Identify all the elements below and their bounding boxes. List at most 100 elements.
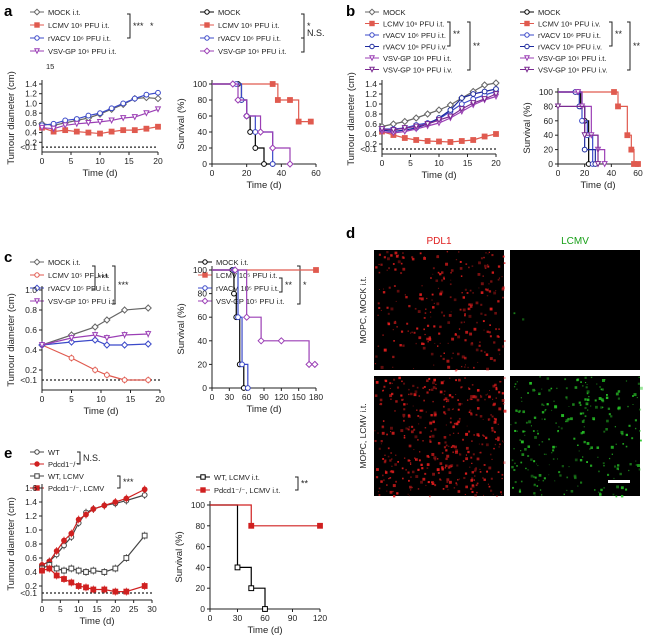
speckle — [554, 404, 557, 408]
data-point — [91, 323, 99, 331]
speckle — [448, 480, 452, 484]
speckle — [628, 469, 630, 472]
speckle — [487, 265, 490, 268]
speckle — [395, 454, 397, 456]
speckle — [426, 337, 429, 341]
speckle — [491, 458, 493, 460]
speckle — [395, 255, 399, 258]
speckle — [424, 312, 427, 314]
data-point — [202, 285, 208, 291]
stat-c-3: ** — [279, 277, 293, 293]
speckle — [503, 262, 506, 264]
speckle — [490, 477, 493, 480]
speckle — [413, 393, 415, 395]
speckle — [485, 252, 487, 254]
speckle — [628, 424, 631, 427]
speckle — [391, 470, 395, 474]
speckle — [513, 312, 516, 315]
speckle — [428, 336, 431, 339]
data-point — [33, 258, 41, 266]
speckle — [455, 258, 458, 261]
speckle — [465, 454, 467, 456]
speckle — [572, 403, 575, 406]
chart-c-survival: 0 30 60 90 120 150 180 0 20 40 60 80 100 Time (d) Surv… — [176, 265, 323, 415]
speckle — [583, 440, 586, 444]
speckle — [500, 381, 502, 383]
speckle — [393, 378, 396, 381]
speckle — [437, 287, 440, 289]
speckle — [419, 293, 422, 296]
column-title-pdl1: PDL1 — [426, 236, 451, 247]
speckle — [488, 395, 491, 399]
speckle — [405, 295, 408, 299]
speckle — [492, 384, 496, 388]
legend-entry: LCMV 10⁶ PFU i.t. — [383, 20, 444, 29]
speckle — [430, 352, 434, 356]
data-point — [50, 120, 57, 127]
speckle — [498, 328, 500, 330]
speckle — [421, 467, 424, 470]
speckle — [375, 266, 378, 269]
speckle — [584, 398, 587, 401]
speckle — [393, 340, 395, 342]
speckle — [417, 488, 420, 490]
stat-b-1: ** — [447, 21, 461, 47]
speckle — [538, 479, 540, 481]
speckle — [605, 396, 609, 400]
data-point — [274, 97, 281, 103]
speckle — [447, 466, 451, 469]
data-point — [83, 511, 89, 518]
speckle — [464, 314, 466, 317]
speckle — [389, 382, 392, 385]
legend-entry: rVACV 10⁶ PFU i.t. — [383, 31, 446, 40]
speckle — [568, 406, 570, 408]
speckle — [417, 415, 420, 417]
speckle — [632, 395, 634, 397]
speckle — [495, 386, 498, 389]
speckle — [599, 492, 601, 494]
significance-bracket — [467, 21, 471, 71]
data-point — [256, 128, 265, 136]
speckle — [403, 435, 406, 437]
speckle — [443, 398, 446, 401]
speckle — [415, 475, 419, 478]
y-tick-label: 0 — [202, 159, 207, 169]
data-point — [493, 86, 499, 92]
legend-b-right: MOCK LCMV 10⁶ PFU i.v. rVACV 10⁶ PFU i.t. r… — [520, 8, 608, 75]
speckle — [486, 393, 489, 395]
y-tick-label: 0.6 — [25, 553, 37, 563]
speckle — [388, 477, 390, 480]
y-tick-label: 1.0 — [25, 98, 37, 108]
speckle — [474, 494, 477, 497]
speckle — [534, 476, 537, 479]
data-point — [53, 565, 60, 572]
speckle — [410, 476, 412, 478]
speckle — [468, 411, 471, 414]
data-point — [91, 332, 99, 339]
speckle — [439, 292, 443, 296]
data-point — [481, 133, 488, 140]
series-1 — [39, 123, 161, 137]
series-2 — [212, 81, 276, 167]
speckle — [603, 430, 606, 433]
speckle — [532, 430, 535, 432]
speckle — [610, 415, 613, 418]
speckle — [410, 430, 414, 434]
panel-label-a: a — [4, 3, 13, 20]
speckle — [511, 459, 514, 462]
speckle — [475, 348, 479, 352]
y-tick-label: 0.2 — [365, 139, 377, 149]
data-point — [435, 117, 443, 124]
speckle — [578, 401, 581, 404]
speckle — [402, 413, 406, 417]
speckle — [639, 429, 641, 432]
speckle — [520, 480, 523, 483]
speckle — [407, 415, 411, 418]
chart-b-tumour: 0 5 10 15 20 0.20.40.60.81.01.21.4 <0.1 Time (d… — [346, 72, 501, 181]
row-title: MOPC, LCMV i.t. — [358, 403, 368, 468]
speckle — [411, 256, 414, 259]
speckle — [497, 438, 500, 442]
x-tick-label: 20 — [155, 394, 165, 404]
speckle — [489, 390, 490, 392]
y-tick-label: 1.0 — [365, 99, 377, 109]
